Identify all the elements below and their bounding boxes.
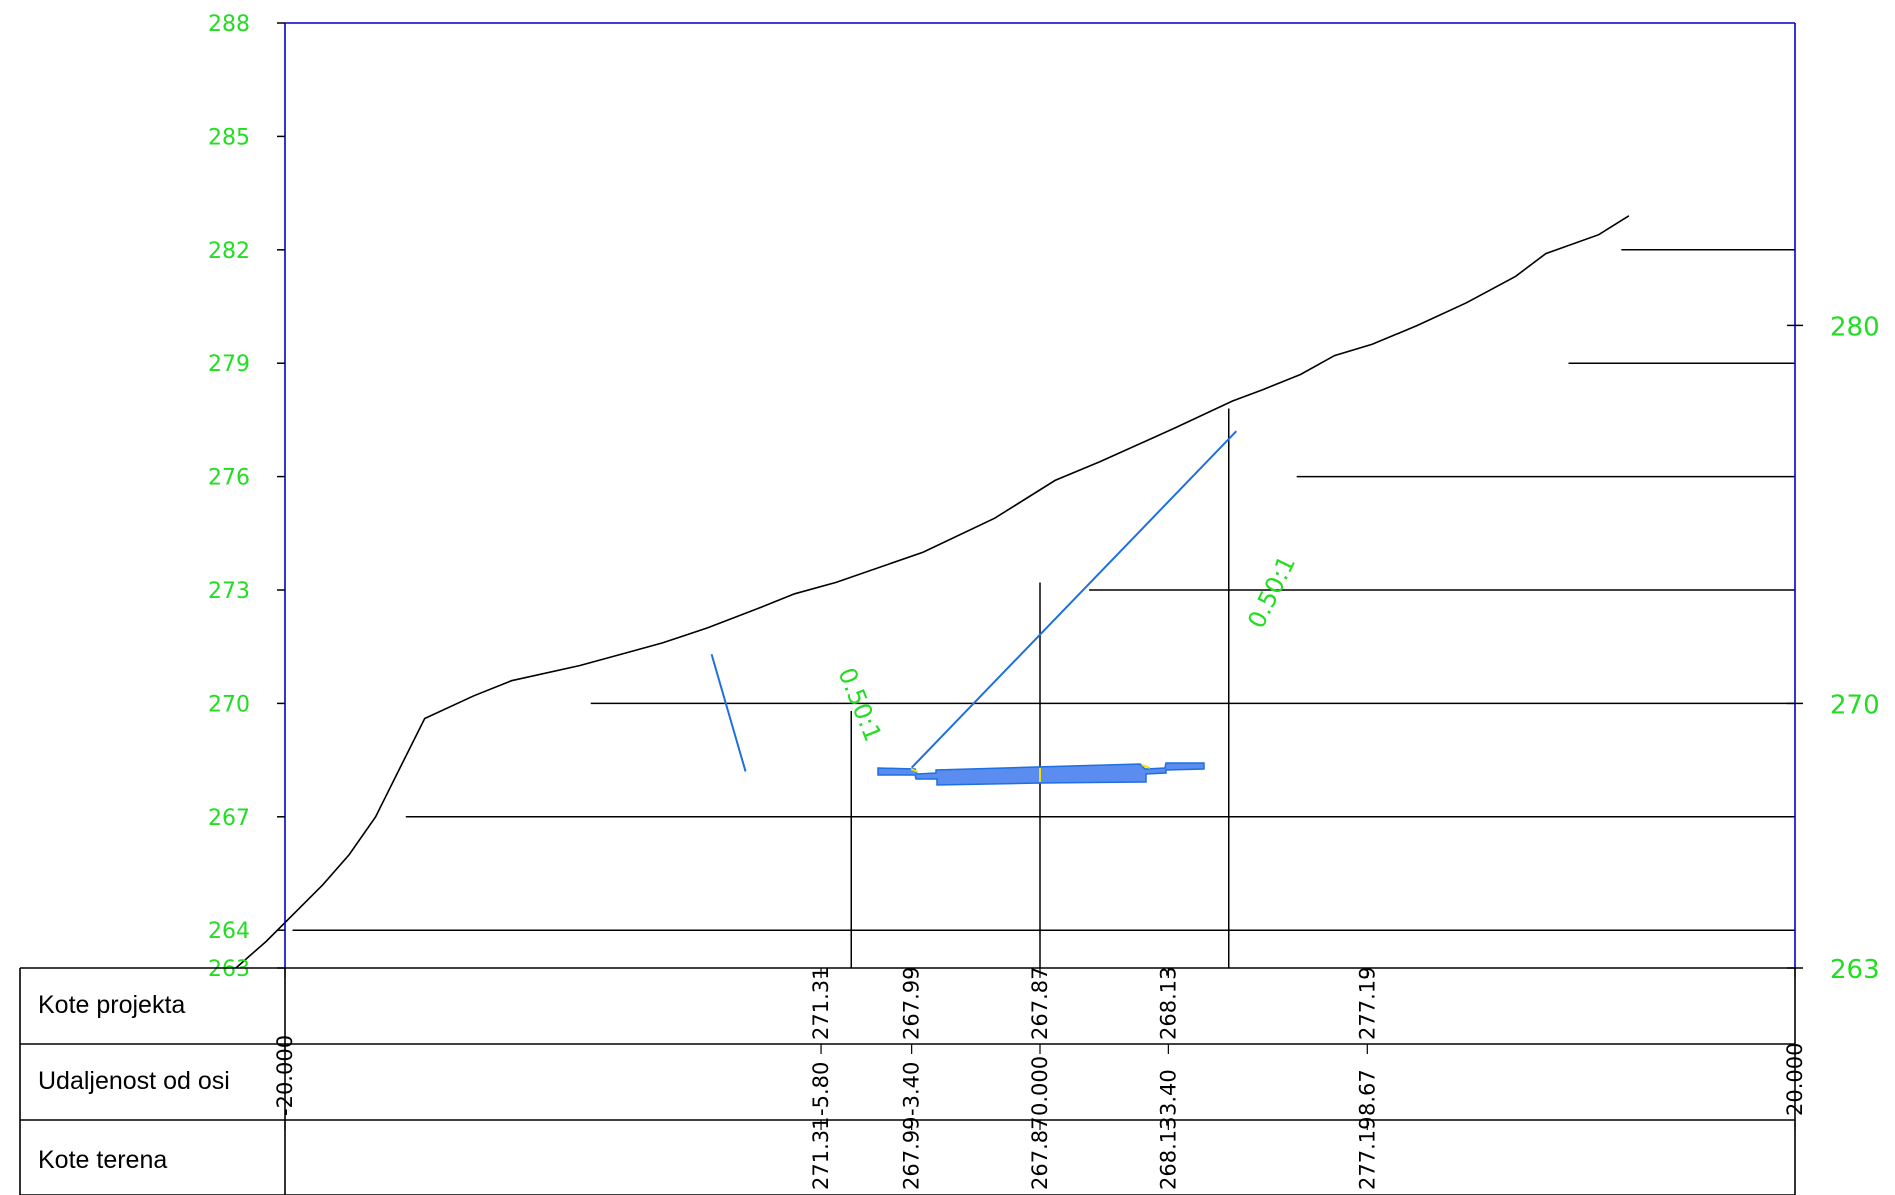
offset-value: 0.000 [1028, 1056, 1052, 1116]
offset-value: 3.40 [1156, 1069, 1180, 1116]
edge-marker [1141, 764, 1151, 769]
kote-projekta-value: 271.31 [809, 967, 833, 1040]
left-cut-slope [710, 653, 747, 772]
plot-frame [284, 22, 1796, 968]
offset-value: 8.67 [1355, 1069, 1379, 1116]
right-axis-label: 270 [1830, 690, 1880, 720]
kote-projekta-value: 277.19 [1355, 967, 1379, 1040]
right-axis-label: 263 [1830, 955, 1880, 985]
elevation-grid [292, 249, 1795, 968]
edge-marker [910, 768, 919, 773]
row-label-udaljenost-od-osi: Udaljenost od osi [38, 1067, 230, 1095]
design-profile [710, 430, 1238, 786]
offset-value: -3.40 [900, 1062, 924, 1116]
terrain-profile [235, 215, 1630, 969]
data-band-table: Kote projekta Udaljenost od osi Kote ter… [19, 967, 1807, 1195]
left-axis-label: 288 [208, 12, 250, 37]
slope-label-left: 0.50:1 [832, 664, 887, 746]
left-axis-label: 264 [208, 919, 250, 944]
kote-projekta-value: 267.99 [900, 967, 924, 1040]
left-axis-label: 270 [208, 692, 250, 717]
slope-labels: 0.50:1 0.50:1 [832, 551, 1301, 745]
kote-projekta-value: 267.87 [1028, 967, 1052, 1040]
row-label-kote-projekta: Kote projekta [38, 991, 185, 1019]
left-axis-label: 282 [208, 239, 250, 264]
left-axis-label: 273 [208, 579, 250, 604]
right-axis-label: 280 [1830, 312, 1880, 342]
left-axis-label: 279 [208, 352, 250, 377]
left-axis-label: 276 [208, 466, 250, 491]
kote-projekta-value: 268.13 [1156, 967, 1180, 1040]
right-cut-slope [910, 430, 1238, 769]
left-axis-label: 267 [208, 806, 250, 831]
left-axis-label: 285 [208, 125, 250, 150]
elevation-axes: 288 285 282 279 276 273 270 267 264 263 280 270 263 [208, 12, 1880, 985]
offset-value: 20.000 [1783, 1043, 1807, 1116]
offset-value: -5.80 [809, 1062, 833, 1116]
row-label-kote-terena: Kote terena [38, 1146, 167, 1174]
left-axis-label: 263 [208, 957, 250, 982]
terrain-line [235, 215, 1630, 969]
slope-label-right: 0.50:1 [1242, 551, 1301, 632]
